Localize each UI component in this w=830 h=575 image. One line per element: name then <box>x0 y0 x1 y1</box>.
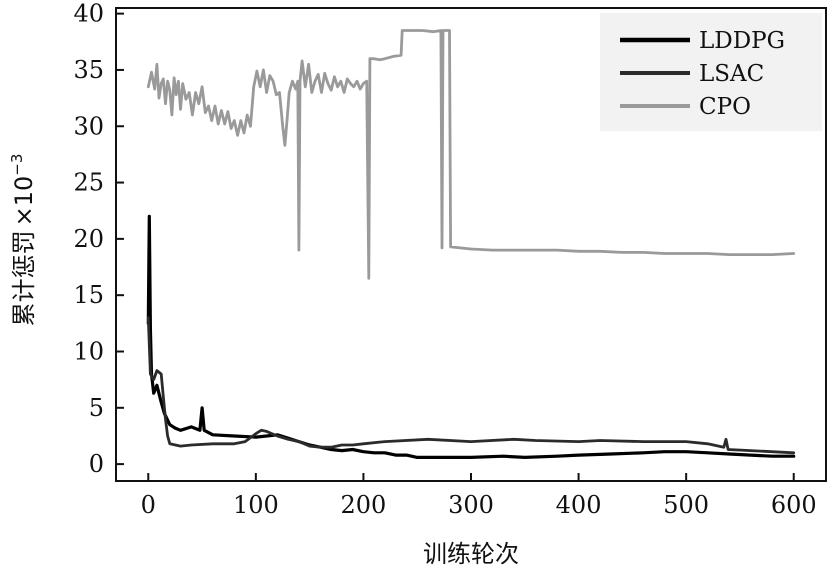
y-tick-label: 15 <box>73 281 104 309</box>
y-tick-label: 25 <box>73 169 104 197</box>
y-axis-title-text: 累计惩罚 <box>10 230 38 326</box>
axes-layer: 0 100 200 300 400 500 600 0 5 10 15 20 25 30 35 40 <box>73 0 816 519</box>
x-tick-label: 600 <box>771 491 817 519</box>
svg-text:累计惩罚×10−3: 累计惩罚 ×10−3 <box>8 154 38 327</box>
legend: LDDPG LSAC CPO <box>600 13 822 131</box>
series-layer <box>146 29 796 459</box>
x-tick-label: 500 <box>663 491 709 519</box>
y-tick-label: 20 <box>73 225 104 253</box>
legend-label-lsac: LSAC <box>699 61 764 87</box>
x-tick-label: 0 <box>141 491 156 519</box>
legend-label-cpo: CPO <box>699 94 751 120</box>
y-tick-label: 0 <box>89 450 104 478</box>
y-tick-label: 30 <box>73 112 104 140</box>
y-tick-label: 10 <box>73 337 104 365</box>
y-tick-label: 40 <box>73 0 104 28</box>
x-tick-label: 200 <box>341 491 387 519</box>
y-tick-label: 5 <box>89 394 104 422</box>
x-axis-title: 训练轮次 <box>423 540 519 568</box>
y-tick-label: 35 <box>73 56 104 84</box>
y-axis-title: 累计惩罚 ×10−3 <box>8 154 38 327</box>
y-axis-title-multiplier: ×10 <box>10 176 38 227</box>
series-line-lsac <box>146 316 796 455</box>
legend-label-lddpg: LDDPG <box>699 28 785 54</box>
x-tick-label: 300 <box>448 491 494 519</box>
x-tick-label: 400 <box>556 491 602 519</box>
series-line-cpo <box>146 29 796 280</box>
y-axis-title-exponent: −3 <box>8 154 26 176</box>
x-tick-label: 100 <box>233 491 279 519</box>
